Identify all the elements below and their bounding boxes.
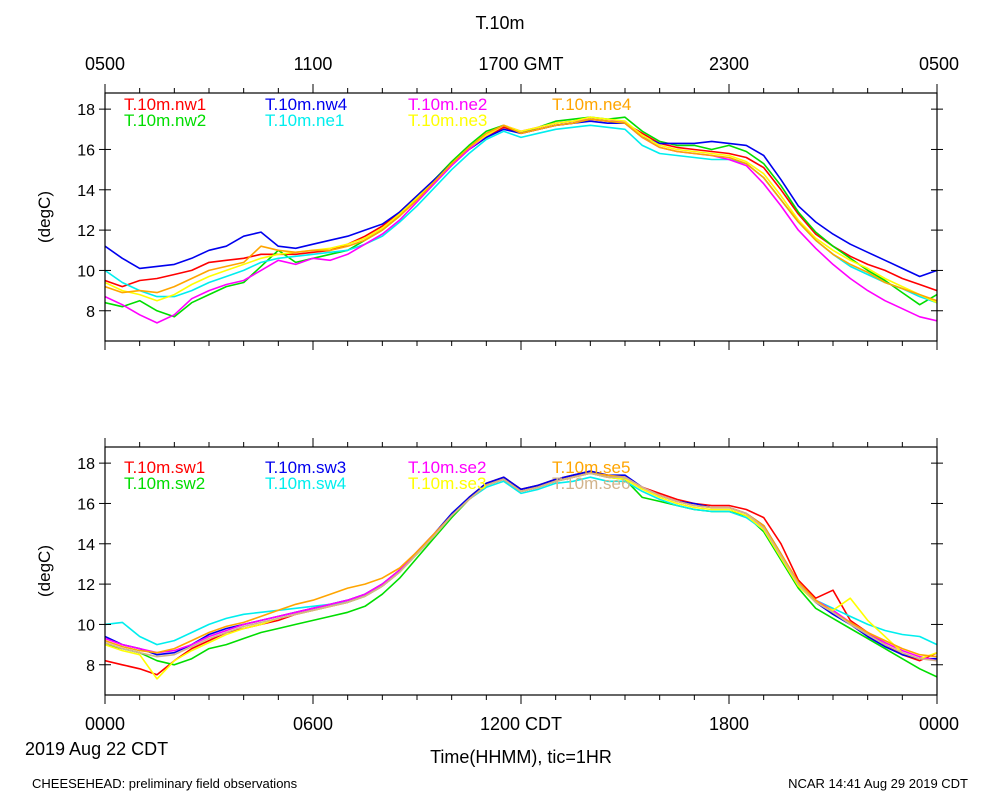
legend-t-10m-se3: T.10m.se3 (408, 474, 486, 493)
series-line-t-10m-ne1 (105, 124, 937, 304)
legend-t-10m-se2: T.10m.se2 (408, 458, 486, 477)
bottom-axis-label: 0000 (85, 714, 125, 734)
legend-t-10m-ne3: T.10m.ne3 (408, 111, 487, 130)
legend-t-10m-sw2: T.10m.sw2 (124, 474, 205, 493)
panel-frame (104, 92, 938, 342)
y-tick-label: 12 (77, 223, 95, 240)
series-line-t-10m-ne3 (105, 116, 937, 304)
legend-t-10m-sw3: T.10m.sw3 (265, 458, 346, 477)
y-tick-label: 18 (77, 102, 95, 119)
legend-t-10m-se5: T.10m.se5 (552, 458, 630, 477)
top-axis-label: 0500 (919, 54, 959, 74)
legend-t-10m-nw2: T.10m.nw2 (124, 111, 206, 130)
panel-frame (104, 446, 938, 696)
series-line-t-10m-nw2 (105, 116, 937, 318)
legend-t-10m-ne1: T.10m.ne1 (265, 111, 344, 130)
bottom-axis-label: 0000 (919, 714, 959, 734)
y-axis-label: (degC) (35, 191, 54, 243)
series-line-t-10m-se6 (105, 472, 937, 662)
series-line-t-10m-se3 (105, 472, 937, 680)
series-line-t-10m-ne2 (105, 118, 937, 324)
panel-2 (99, 438, 943, 704)
bottom-axis-label: 1800 (709, 714, 749, 734)
legend-t-10m-nw4: T.10m.nw4 (265, 95, 347, 114)
legend-t-10m-nw1: T.10m.nw1 (124, 95, 206, 114)
series-line-t-10m-sw1 (105, 470, 937, 676)
bottom-axis-date: 2019 Aug 22 CDT (25, 739, 168, 759)
series-line-t-10m-nw4 (105, 120, 937, 278)
y-tick-label: 8 (86, 304, 95, 321)
top-axis-label: 2300 (709, 54, 749, 74)
y-tick-label: 16 (77, 496, 95, 513)
legend-t-10m-sw4: T.10m.sw4 (265, 474, 346, 493)
y-tick-label: 12 (77, 577, 95, 594)
series-line-t-10m-sw4 (105, 476, 937, 646)
legend-t-10m-se6: T.10m.se6 (552, 474, 630, 493)
top-axis-label: 1100 (294, 54, 333, 74)
bottom-axis-label: 1200 CDT (480, 714, 562, 734)
footer-right: NCAR 14:41 Aug 29 2019 CDT (788, 776, 968, 791)
y-tick-label: 8 (86, 658, 95, 675)
top-axis-label: 0500 (85, 54, 125, 74)
footer-left: CHEESEHEAD: preliminary field observatio… (32, 776, 298, 791)
series-line-t-10m-ne4 (105, 118, 937, 302)
x-axis-label: Time(HHMM), tic=1HR (430, 747, 612, 767)
y-tick-label: 18 (77, 456, 95, 473)
y-tick-label: 10 (77, 617, 95, 634)
y-tick-label: 10 (77, 263, 95, 280)
panel-1 (99, 84, 943, 350)
y-tick-label: 14 (77, 537, 95, 554)
y-tick-label: 14 (77, 183, 95, 200)
top-axis-label: 1700 GMT (478, 54, 563, 74)
y-tick-label: 16 (77, 142, 95, 159)
bottom-axis-label: 0600 (293, 714, 333, 734)
series-line-t-10m-sw2 (105, 472, 937, 678)
legend-t-10m-ne4: T.10m.ne4 (552, 95, 631, 114)
chart-title: T.10m (475, 13, 525, 33)
legend-t-10m-ne2: T.10m.ne2 (408, 95, 487, 114)
y-axis-label: (degC) (35, 545, 54, 597)
legend-t-10m-sw1: T.10m.sw1 (124, 458, 205, 477)
